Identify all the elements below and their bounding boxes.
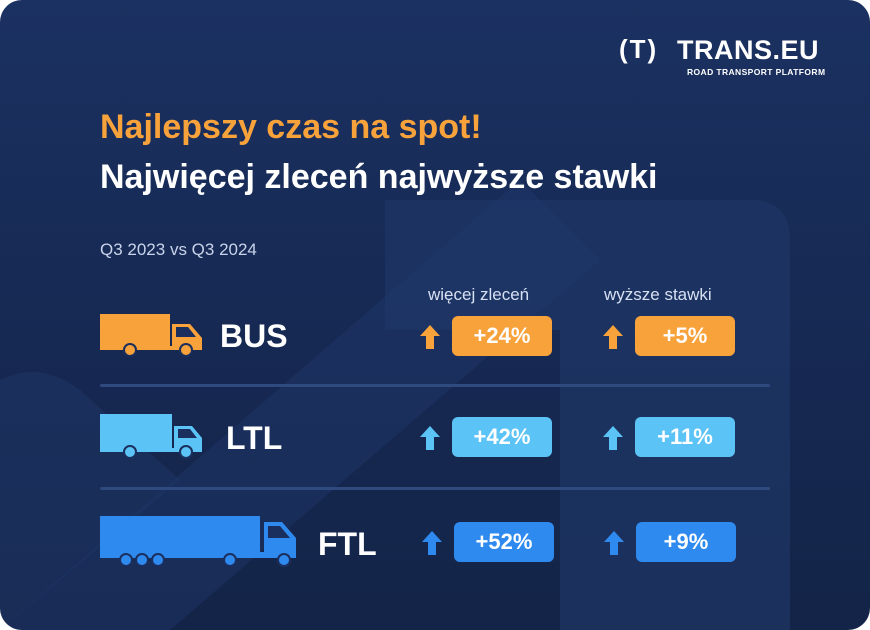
bus-rates-badge: +5% [635,316,735,356]
arrow-up-icon [422,531,442,555]
trans-eu-logo: (T) TRANS.EU ROAD TRANSPORT PLATFORM [615,34,835,78]
bus-orders-badge: +24% [452,316,552,356]
ftl-rates-badge: +9% [636,522,736,562]
period-label: Q3 2023 vs Q3 2024 [100,240,257,259]
ltl-rates-badge: +11% [635,417,735,457]
arrow-up-icon [604,531,624,555]
logo-tagline: ROAD TRANSPORT PLATFORM [687,67,826,77]
ltl-orders-badge: +42% [452,417,552,457]
column-header-rates: wyższe stawki [604,285,712,304]
headline-secondary: Najwięcej zleceń najwyższe stawki [100,158,658,196]
vehicle-label-ltl: LTL [226,420,283,456]
row-divider [100,384,770,387]
vehicle-label-bus: BUS [220,318,288,354]
logo-name: TRANS.EU [677,35,820,65]
van-icon [100,314,202,357]
arrow-up-icon [603,426,623,450]
row-divider [100,487,770,490]
arrow-up-icon [420,325,440,349]
arrow-up-icon [420,426,440,450]
vehicle-label-ftl: FTL [318,526,377,562]
logo-mark: (T) [619,34,659,64]
ftl-orders-badge: +52% [454,522,554,562]
arrow-up-icon [603,325,623,349]
column-header-orders: więcej zleceń [428,285,530,304]
semi-truck-icon [100,516,296,567]
box-truck-icon [100,414,202,459]
headline-primary: Najlepszy czas na spot! [100,108,482,146]
